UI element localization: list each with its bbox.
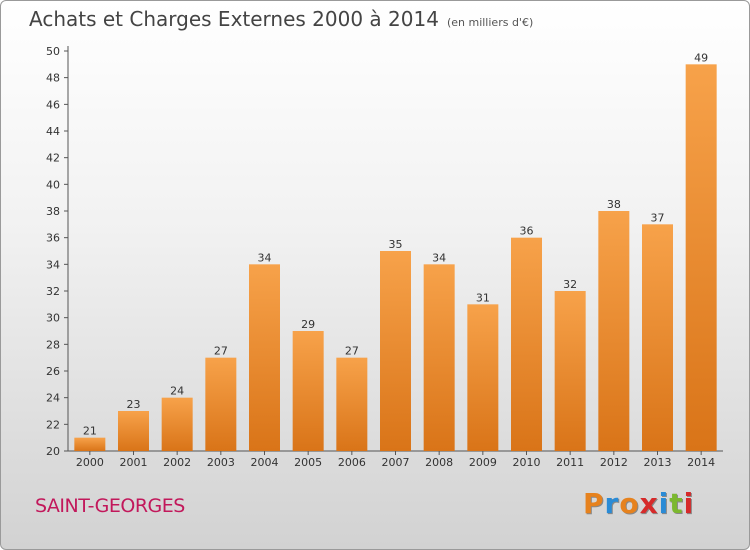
logo-letter: o <box>619 487 640 520</box>
logo-letter: x <box>639 487 659 520</box>
data-label: 34 <box>432 251 446 264</box>
x-tick-label: 2002 <box>163 456 191 469</box>
bar <box>598 211 630 451</box>
bar <box>467 304 499 451</box>
x-tick-label: 2004 <box>251 456 279 469</box>
y-tick-label: 20 <box>46 445 60 458</box>
x-tick-label: 2009 <box>469 456 497 469</box>
data-label: 37 <box>651 211 665 224</box>
proxiti-logo: Proxiti <box>583 487 694 520</box>
chart-title: Achats et Charges Externes 2000 à 2014 (e… <box>29 7 533 31</box>
x-tick-label: 2008 <box>425 456 453 469</box>
y-tick-label: 42 <box>46 152 60 165</box>
x-tick-label: 2013 <box>644 456 672 469</box>
bar <box>554 291 586 451</box>
y-tick-label: 40 <box>46 178 60 191</box>
y-tick-label: 46 <box>46 98 60 111</box>
location-name: SAINT-GEORGES <box>35 495 185 517</box>
data-label: 36 <box>520 225 534 238</box>
y-tick-label: 30 <box>46 312 60 325</box>
data-label: 29 <box>301 318 315 331</box>
logo-letter: i <box>658 487 670 520</box>
bar <box>118 411 149 451</box>
logo-letter: r <box>604 487 620 520</box>
x-tick-label: 2011 <box>556 456 584 469</box>
data-label: 34 <box>258 251 272 264</box>
bar <box>642 224 673 451</box>
x-tick-label: 2001 <box>120 456 148 469</box>
bar <box>74 437 106 451</box>
data-label: 31 <box>476 291 490 304</box>
x-tick-label: 2010 <box>513 456 541 469</box>
y-tick-label: 34 <box>46 258 60 271</box>
data-label: 21 <box>83 425 97 438</box>
bar <box>336 357 368 451</box>
bar <box>380 251 411 451</box>
bar <box>511 237 542 451</box>
data-label: 38 <box>607 198 621 211</box>
x-tick-label: 2003 <box>207 456 235 469</box>
x-tick-label: 2005 <box>294 456 322 469</box>
logo-letter: P <box>583 487 605 520</box>
y-tick-label: 32 <box>46 285 60 298</box>
y-tick-label: 38 <box>46 205 60 218</box>
x-tick-label: 2012 <box>600 456 628 469</box>
y-tick-label: 50 <box>46 45 60 58</box>
data-labels: 21 23 24 27 34 29 27 35 34 31 36 32 38 37 49 <box>83 51 708 437</box>
data-label: 35 <box>389 238 403 251</box>
bar <box>205 357 237 451</box>
data-label: 49 <box>694 51 708 64</box>
bar <box>423 264 455 451</box>
chart-title-text: Achats et Charges Externes 2000 à 2014 <box>29 7 439 31</box>
x-tick-label: 2000 <box>76 456 104 469</box>
data-label: 27 <box>214 345 228 358</box>
bar <box>292 331 324 451</box>
axes: 20 22 24 26 28 30 32 34 36 38 40 42 44 46 48 50 2000 2001… <box>46 45 723 469</box>
y-tick-label: 24 <box>46 392 60 405</box>
logo-letter: t <box>669 487 684 520</box>
chart-subtitle: (en milliers d'€) <box>446 16 534 29</box>
x-tick-label: 2014 <box>687 456 715 469</box>
data-label: 23 <box>127 398 141 411</box>
y-tick-label: 26 <box>46 365 60 378</box>
logo-letter: i <box>683 487 695 520</box>
bars <box>74 64 717 452</box>
bar <box>685 64 717 452</box>
bar <box>161 397 193 451</box>
data-label: 27 <box>345 345 359 358</box>
x-tick-label: 2007 <box>382 456 410 469</box>
y-tick-label: 36 <box>46 232 60 245</box>
data-label: 32 <box>563 278 577 291</box>
x-tick-label: 2006 <box>338 456 366 469</box>
y-tick-label: 44 <box>46 125 60 138</box>
y-tick-label: 28 <box>46 338 60 351</box>
data-label: 24 <box>170 385 184 398</box>
y-tick-label: 48 <box>46 72 60 85</box>
bar <box>249 264 280 451</box>
y-tick-label: 22 <box>46 418 60 431</box>
